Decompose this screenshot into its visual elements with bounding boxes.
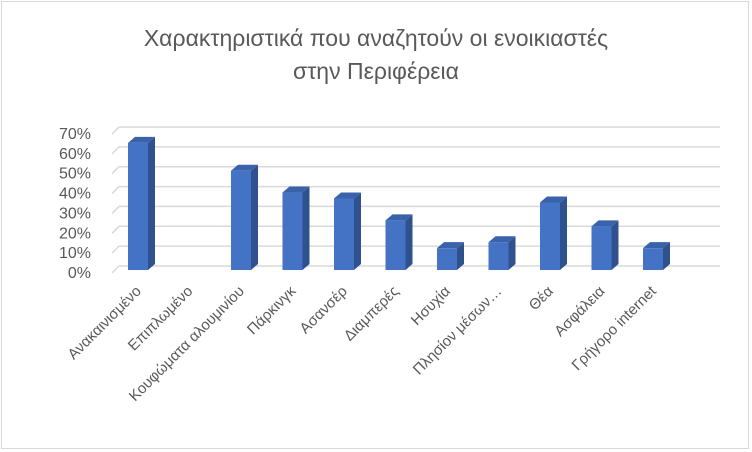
- bar-side: [611, 220, 619, 270]
- bar-side: [405, 214, 413, 270]
- bar-top: [643, 242, 670, 249]
- bar-side: [663, 242, 670, 270]
- bar-side: [251, 164, 258, 270]
- bar-top: [540, 196, 567, 203]
- chart-title-line-2: στην Περιφέρεια: [293, 58, 459, 84]
- bar-top: [591, 220, 619, 227]
- bar-side: [560, 196, 567, 270]
- gridline-slant: [111, 166, 120, 175]
- y-tick-label: 40%: [59, 186, 91, 203]
- gridline-slant: [111, 265, 120, 274]
- bar-side: [354, 192, 361, 270]
- bar: [282, 192, 303, 270]
- y-tick-label: 0%: [68, 265, 91, 282]
- bar: [437, 248, 457, 270]
- bar-top: [334, 192, 361, 199]
- bar: [385, 220, 406, 270]
- y-tick-label: 20%: [59, 225, 91, 242]
- gridline-slant: [111, 126, 120, 135]
- bar-top: [282, 186, 310, 193]
- bar-top: [231, 164, 258, 171]
- bar-top: [385, 214, 413, 221]
- bar-top: [128, 136, 155, 143]
- bar: [643, 248, 663, 270]
- bar-top: [437, 242, 464, 249]
- bar-top: [488, 236, 516, 243]
- x-tick-label: Διαμπερές: [341, 283, 403, 345]
- bar: [128, 142, 148, 270]
- gridline-slant: [111, 205, 120, 214]
- bar: [231, 170, 251, 270]
- y-tick-label: 30%: [59, 205, 91, 222]
- y-tick-label: 10%: [59, 245, 91, 262]
- x-tick-label: Ησυχία: [408, 283, 454, 329]
- bar: [591, 226, 612, 270]
- bar-side: [508, 236, 516, 270]
- x-tick-label: Ασανσέρ: [296, 283, 350, 337]
- chart-title: Χαρακτηριστικά που αναζητούν οι ενοικιασ…: [0, 22, 752, 88]
- y-tick-label: 50%: [59, 166, 91, 183]
- gridline-slant: [111, 146, 120, 155]
- x-tick-label: Θέα: [526, 283, 557, 314]
- gridline-slant: [111, 245, 120, 254]
- bar-side: [148, 136, 155, 270]
- x-tick-label: Πλησίον μέσων…: [410, 283, 506, 379]
- x-tick-label: Πάρκινγκ: [244, 282, 300, 338]
- bar-side: [457, 242, 464, 270]
- bar: [540, 202, 560, 270]
- gridline-slant: [111, 186, 120, 195]
- y-tick-label: 70%: [59, 126, 91, 143]
- chart-title-line-1: Χαρακτηριστικά που αναζητούν οι ενοικιασ…: [143, 25, 609, 51]
- bar-side: [302, 186, 310, 270]
- bar: [334, 198, 354, 270]
- bar: [488, 242, 509, 270]
- gridline-slant: [111, 225, 120, 234]
- y-tick-label: 60%: [59, 146, 91, 163]
